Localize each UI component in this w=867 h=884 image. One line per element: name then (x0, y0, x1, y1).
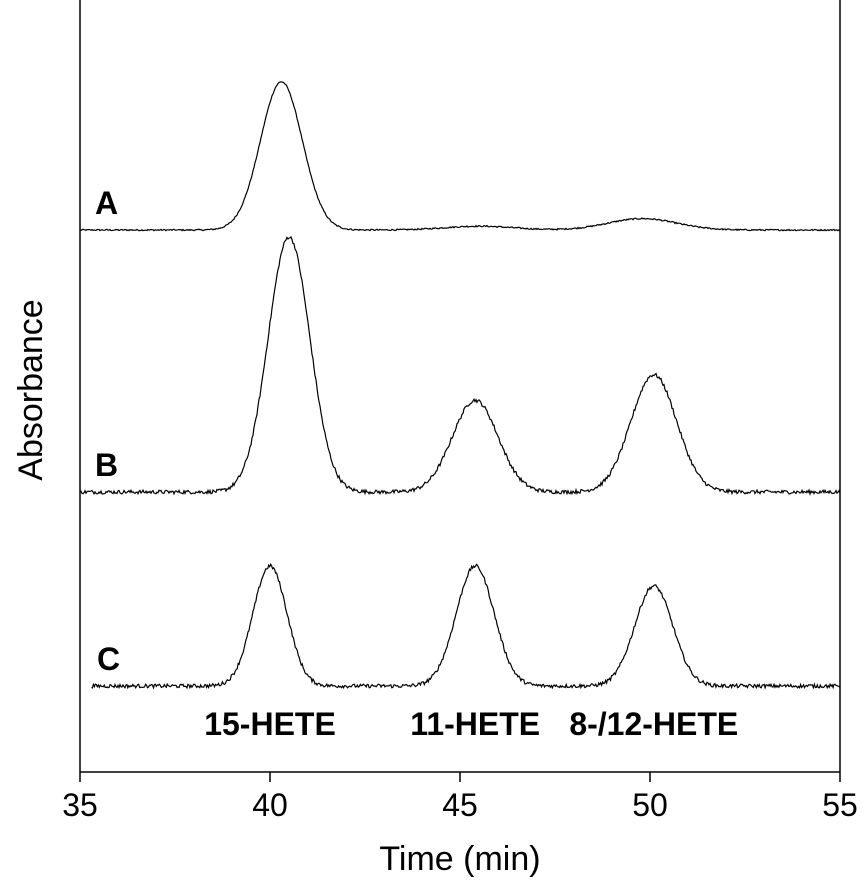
x-tick-label: 45 (442, 787, 478, 823)
x-tick-label: 35 (62, 787, 98, 823)
trace-label: C (97, 641, 120, 677)
trace-label: B (95, 447, 118, 483)
x-ticks: 35 40 45 50 55 (62, 772, 858, 823)
peak-labels: 15-HETE 11-HETE 8-/12-HETE (204, 706, 738, 742)
peak-label: 8-/12-HETE (569, 706, 738, 742)
x-tick-label: 40 (252, 787, 288, 823)
peak-label: 15-HETE (204, 706, 336, 742)
trace-b-line (79, 235, 841, 496)
trace-labels: A B C (95, 185, 120, 677)
peak-label: 11-HETE (410, 706, 540, 742)
x-axis-title: Time (min) (379, 840, 540, 878)
trace-c-line (91, 562, 841, 690)
x-tick-label: 50 (632, 787, 668, 823)
trace-a-line (79, 81, 841, 232)
axes (79, 0, 841, 773)
traces (79, 81, 841, 690)
trace-label: A (95, 185, 118, 221)
x-tick-label: 55 (822, 787, 858, 823)
y-axis-title: Absorbance (12, 299, 50, 480)
